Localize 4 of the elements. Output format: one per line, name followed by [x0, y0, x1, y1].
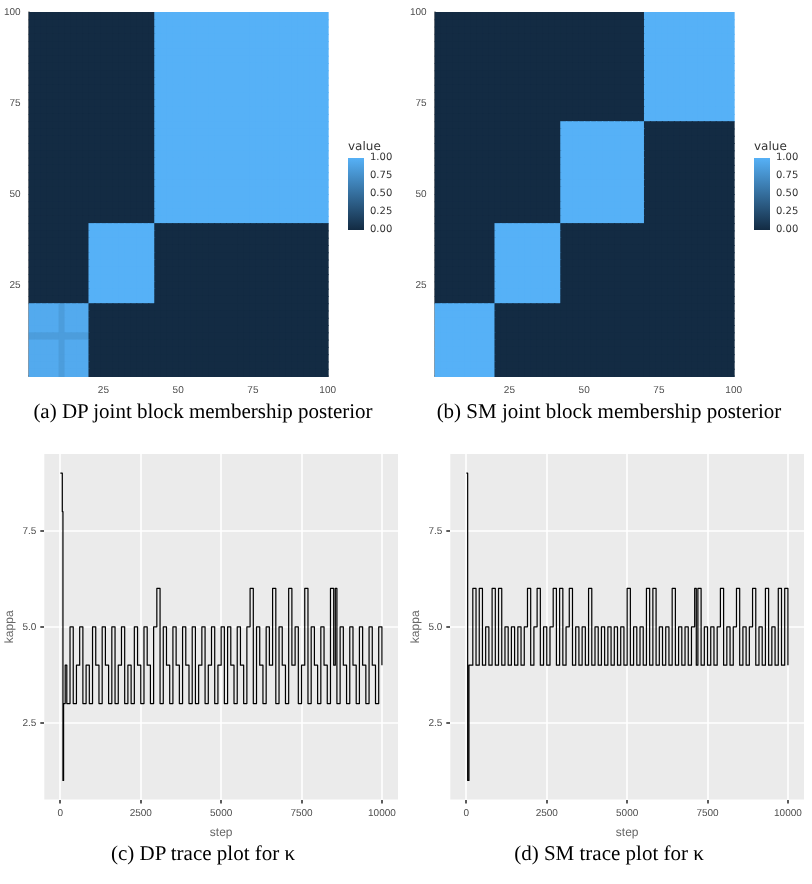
text: (d) SM trace plot for κ — [512, 844, 706, 866]
text: (b) SM joint block membership posterior — [434, 402, 784, 424]
text: (c) DP trace plot for κ — [108, 844, 298, 866]
text: (a) DP joint block membership posterior — [31, 402, 375, 424]
